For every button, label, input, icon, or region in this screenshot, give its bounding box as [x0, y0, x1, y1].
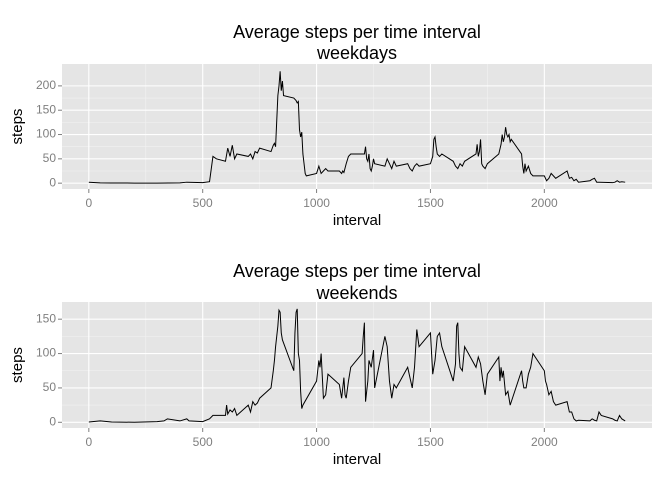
x-tick-label: 0	[85, 435, 92, 449]
chart-title: Average steps per time interval	[233, 22, 481, 42]
y-axis-label: steps	[9, 109, 26, 145]
x-tick-label: 1000	[303, 435, 330, 449]
y-tick-label: 0	[49, 414, 56, 428]
panel-background	[62, 302, 652, 428]
x-tick-label: 1500	[417, 435, 444, 449]
panel-background	[62, 64, 652, 189]
x-tick-label: 0	[85, 196, 92, 210]
y-tick-label: 200	[36, 78, 56, 92]
y-tick-label: 0	[49, 175, 56, 189]
data-line	[88, 308, 626, 423]
y-tick-label: 50	[43, 151, 57, 165]
x-tick-label: 2000	[531, 435, 558, 449]
y-axis-label: steps	[9, 347, 26, 383]
y-tick-label: 100	[36, 127, 56, 141]
y-tick-label: 150	[36, 102, 56, 116]
x-axis-label: interval	[333, 212, 381, 229]
x-tick-label: 500	[193, 435, 213, 449]
y-tick-label: 150	[36, 311, 56, 325]
data-line	[88, 71, 626, 184]
x-tick-label: 500	[193, 196, 213, 210]
chart-subtitle: weekdays	[316, 43, 397, 63]
x-tick-label: 1000	[303, 196, 330, 210]
x-axis-label: interval	[333, 451, 381, 468]
y-tick-label: 50	[43, 380, 57, 394]
x-tick-label: 1500	[417, 196, 444, 210]
x-tick-label: 2000	[531, 196, 558, 210]
chart-subtitle: weekends	[315, 283, 397, 303]
y-tick-label: 100	[36, 346, 56, 360]
chart-title: Average steps per time interval	[233, 261, 481, 281]
